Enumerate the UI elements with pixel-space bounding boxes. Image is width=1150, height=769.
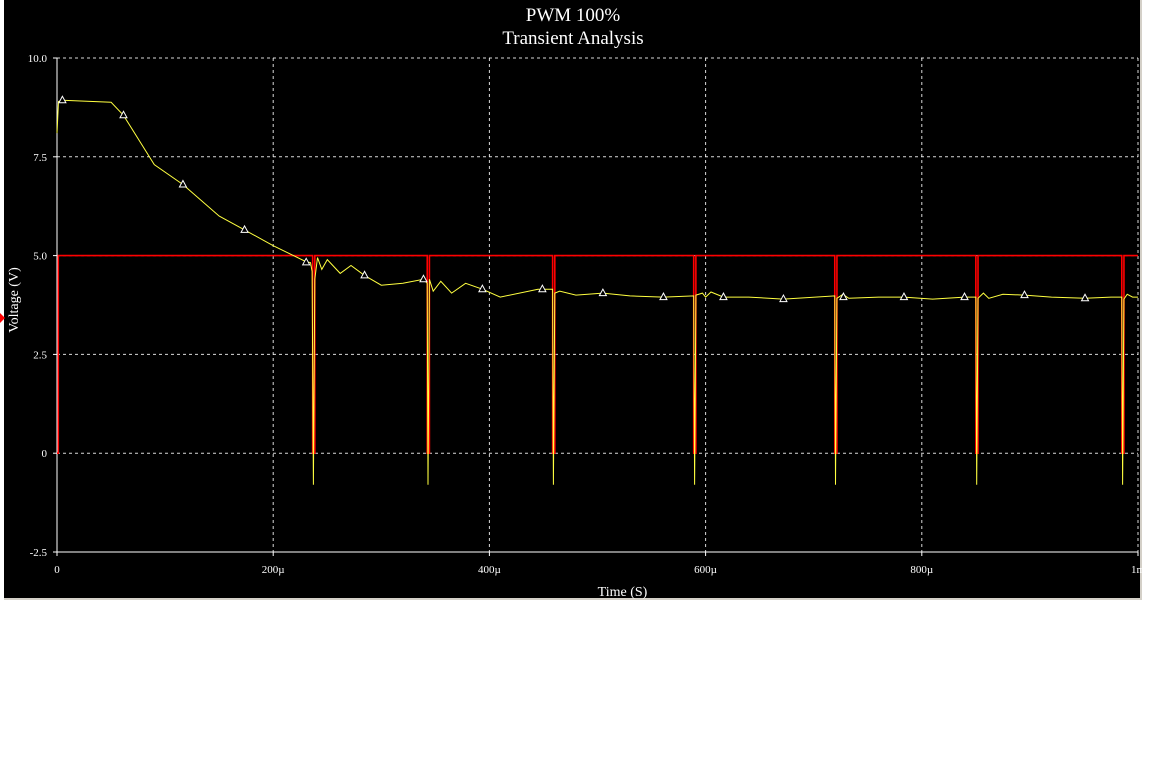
triangle-marker bbox=[419, 274, 428, 283]
x-tick-label: 1m bbox=[1131, 564, 1146, 576]
triangle-marker bbox=[779, 294, 788, 303]
triangle-marker bbox=[1080, 293, 1090, 302]
triangle-marker bbox=[119, 110, 128, 119]
y-tick-label: 0 bbox=[42, 448, 48, 460]
x-tick-label: 0 bbox=[54, 564, 60, 576]
y-tick-label: 10.0 bbox=[28, 53, 48, 65]
x-tick-label: 800µ bbox=[910, 564, 933, 576]
triangle-marker bbox=[839, 292, 848, 301]
triangle-marker bbox=[659, 292, 668, 301]
triangle-marker bbox=[719, 292, 728, 301]
transient-plot: 10.0 7.5 5.0 2.5 0 -2.5 0 200µ 400µ 600µ 800µ 1m Tim… bbox=[7, 53, 1146, 600]
triangle-marker bbox=[538, 284, 547, 293]
triangle-marker bbox=[58, 95, 67, 104]
y-tick-label: -2.5 bbox=[30, 547, 48, 559]
triangle-marker bbox=[301, 257, 311, 266]
chart-subtitle: Transient Analysis bbox=[502, 28, 644, 49]
triangle-marker bbox=[178, 179, 188, 188]
x-tick-label: 200µ bbox=[262, 564, 285, 576]
y-axis-label: Voltage (V) bbox=[7, 267, 22, 333]
x-tick-label: 600µ bbox=[694, 564, 717, 576]
triangle-marker bbox=[598, 288, 608, 297]
y-tick-label: 5.0 bbox=[33, 251, 47, 263]
triangle-marker bbox=[1020, 290, 1029, 299]
cursor-marker-icon[interactable] bbox=[0, 313, 5, 323]
triangle-marker bbox=[960, 292, 969, 301]
plot-window bbox=[4, 0, 1142, 600]
chart-title: PWM 100% bbox=[525, 5, 621, 26]
x-tick-label: 400µ bbox=[478, 564, 501, 576]
triangle-marker bbox=[360, 270, 369, 279]
triangle-marker bbox=[240, 224, 249, 233]
series-output-line bbox=[56, 99, 1138, 485]
y-tick-label: 7.5 bbox=[33, 152, 47, 164]
triangle-marker bbox=[899, 292, 909, 301]
x-axis-label: Time (S) bbox=[598, 585, 648, 600]
triangle-marker bbox=[478, 284, 487, 293]
y-tick-label: 2.5 bbox=[33, 349, 47, 361]
